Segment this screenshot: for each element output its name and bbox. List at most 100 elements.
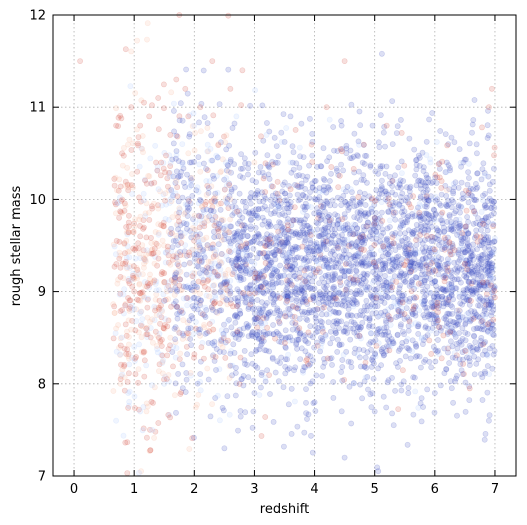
data-point bbox=[406, 135, 413, 142]
data-point bbox=[475, 263, 481, 269]
data-point bbox=[307, 240, 314, 246]
data-point bbox=[211, 195, 217, 202]
data-point bbox=[234, 286, 241, 293]
data-point bbox=[137, 233, 144, 240]
data-point bbox=[287, 113, 294, 120]
data-point bbox=[167, 334, 174, 341]
data-point bbox=[384, 289, 390, 295]
data-point bbox=[476, 325, 483, 332]
data-point bbox=[173, 270, 180, 277]
data-point bbox=[210, 282, 217, 289]
data-point bbox=[246, 271, 253, 278]
data-point bbox=[146, 426, 153, 433]
data-point bbox=[489, 200, 496, 207]
data-point bbox=[139, 316, 146, 322]
data-point bbox=[398, 343, 405, 350]
data-point bbox=[217, 169, 224, 176]
data-point bbox=[218, 168, 224, 175]
data-point bbox=[209, 326, 216, 333]
data-point bbox=[245, 171, 251, 178]
data-point bbox=[433, 290, 440, 297]
data-point bbox=[272, 251, 278, 258]
data-point bbox=[213, 220, 220, 227]
data-point bbox=[407, 355, 414, 362]
data-point bbox=[290, 217, 297, 224]
data-point bbox=[479, 311, 486, 318]
data-point bbox=[254, 230, 261, 237]
data-point bbox=[136, 280, 143, 287]
data-point bbox=[345, 268, 352, 275]
data-point bbox=[230, 341, 237, 348]
data-point bbox=[383, 163, 390, 170]
data-point bbox=[291, 398, 298, 405]
data-point bbox=[196, 299, 203, 306]
data-point bbox=[204, 125, 211, 131]
data-point bbox=[339, 146, 345, 152]
data-point bbox=[412, 251, 419, 258]
data-point bbox=[176, 113, 183, 120]
data-point bbox=[364, 256, 370, 263]
data-point bbox=[231, 237, 237, 244]
data-point bbox=[195, 263, 202, 270]
data-point bbox=[372, 350, 378, 357]
data-point bbox=[209, 340, 216, 346]
data-point bbox=[276, 236, 283, 243]
data-point bbox=[165, 317, 172, 324]
data-point bbox=[320, 145, 327, 152]
data-point bbox=[192, 220, 199, 227]
data-point bbox=[282, 266, 289, 273]
data-point bbox=[478, 252, 485, 259]
data-point bbox=[227, 362, 234, 369]
data-point bbox=[293, 340, 300, 347]
data-point bbox=[307, 360, 314, 367]
data-point bbox=[316, 280, 322, 286]
data-point bbox=[125, 341, 132, 348]
data-point bbox=[321, 187, 327, 194]
data-point bbox=[411, 256, 418, 263]
data-point bbox=[466, 257, 473, 264]
data-point bbox=[367, 260, 374, 267]
data-point bbox=[214, 154, 221, 161]
data-point bbox=[371, 198, 378, 204]
data-point bbox=[191, 288, 198, 295]
data-point bbox=[220, 349, 227, 355]
data-point bbox=[418, 336, 425, 342]
data-point bbox=[147, 155, 154, 162]
data-point bbox=[166, 173, 173, 180]
data-point bbox=[466, 140, 473, 147]
data-point bbox=[398, 321, 404, 328]
data-point bbox=[313, 318, 320, 325]
data-point bbox=[408, 265, 415, 272]
data-point bbox=[417, 203, 424, 209]
data-point bbox=[422, 271, 428, 277]
data-point bbox=[319, 325, 326, 332]
data-point bbox=[484, 328, 491, 335]
data-point bbox=[138, 289, 145, 296]
data-point bbox=[295, 254, 301, 261]
data-point bbox=[428, 180, 435, 186]
data-point bbox=[382, 188, 389, 195]
data-point bbox=[239, 375, 245, 382]
data-point bbox=[204, 264, 211, 270]
data-point bbox=[354, 244, 361, 251]
data-point bbox=[275, 194, 282, 201]
data-point bbox=[158, 351, 165, 358]
data-point bbox=[210, 244, 217, 251]
data-point bbox=[204, 182, 211, 189]
data-point bbox=[378, 190, 385, 197]
data-point bbox=[314, 342, 321, 349]
data-point bbox=[223, 295, 229, 302]
data-point bbox=[248, 298, 255, 305]
x-axis-label: redshift bbox=[260, 502, 309, 517]
data-point bbox=[490, 316, 497, 323]
data-point bbox=[361, 240, 367, 247]
data-point bbox=[225, 168, 232, 175]
data-point bbox=[165, 372, 172, 378]
data-point bbox=[362, 359, 369, 366]
data-point bbox=[125, 212, 132, 219]
data-point bbox=[120, 152, 127, 159]
data-point bbox=[150, 250, 157, 257]
data-point bbox=[200, 355, 207, 362]
data-point bbox=[432, 174, 439, 181]
data-point bbox=[415, 323, 422, 330]
